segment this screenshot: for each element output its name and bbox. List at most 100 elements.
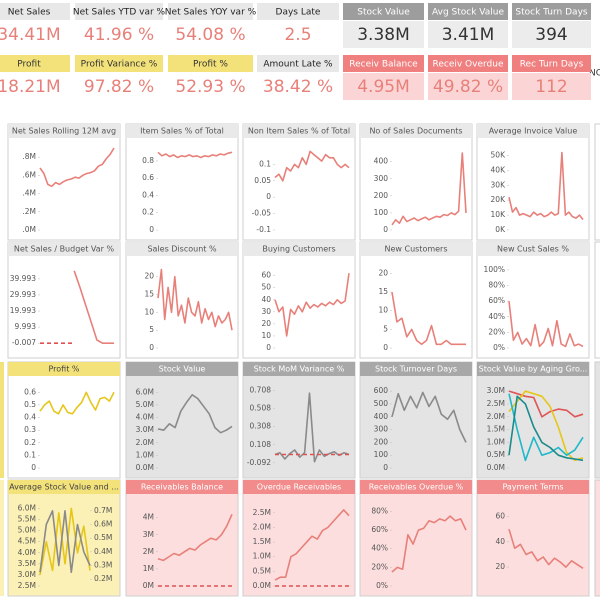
series-line [274, 392, 350, 463]
kpi-header [512, 3, 591, 20]
y-tick-label: 4.0M [136, 413, 154, 422]
series-line [274, 150, 350, 182]
chart-title: Stock Turnover Days [375, 365, 457, 374]
kpi-body [257, 21, 339, 48]
kpi-label: Stock Turn Days [515, 8, 587, 18]
y-tick-label: 2.5M [253, 508, 271, 517]
y-tick-label: 0.2 [24, 438, 36, 447]
y-tick-label: 20K [491, 195, 507, 204]
y-tick-label: 0 [383, 343, 388, 352]
kpi-value: 49.82 % [433, 77, 503, 97]
series-line [39, 507, 91, 576]
y-tick-label: 100 [374, 450, 389, 459]
y-tick-label: 600 [374, 386, 389, 395]
y-tick-label: 29.993 [10, 290, 36, 299]
y-tick-label: 50K [491, 150, 507, 159]
kpi-body [428, 73, 508, 100]
panel-header [8, 242, 120, 256]
kpi-label: Net Sales [8, 8, 51, 18]
series-line [157, 268, 233, 331]
y-tick-label: 0.6M [94, 520, 112, 529]
y-tick-label: 1.0M [487, 437, 505, 446]
kpi-header [0, 55, 70, 72]
kpi-body [512, 21, 591, 48]
series-line [508, 528, 584, 569]
chart-title: New Cust Sales % [497, 245, 569, 254]
y-tick-label: 80% [371, 506, 388, 515]
chart-title: Payment Terms [502, 483, 563, 492]
y-tick-label: 10 [261, 331, 271, 340]
y-tick-label: 30K [491, 180, 507, 189]
y-tick-label: 30 [261, 307, 271, 316]
y-tick-label: 1.0M [136, 450, 154, 459]
y-tick-label: 40% [371, 544, 388, 553]
kpi-body [343, 73, 424, 100]
panel-header [126, 242, 238, 256]
panel-header [126, 362, 238, 376]
kpi-label: Profit [17, 60, 41, 70]
panel [125, 241, 239, 359]
y-tick-label: 20% [371, 562, 388, 571]
y-tick-label: 0K [495, 225, 506, 234]
y-tick-label: 200 [374, 191, 389, 200]
y-tick-label: 20 [495, 562, 505, 571]
kpi-header [428, 3, 508, 20]
y-tick-label: 0.4M [94, 547, 112, 556]
y-tick-label: 5 [383, 324, 388, 333]
chart-title: Average Invoice Value [489, 127, 578, 136]
kpi-body [75, 73, 163, 100]
panel [476, 123, 590, 241]
chart-title: Receivables Balance [141, 483, 223, 492]
y-tick-label: .8M [22, 152, 36, 161]
kpi-label: Profit % [193, 60, 228, 70]
y-tick-label: -0.05 [252, 209, 272, 218]
panel-header [360, 362, 472, 376]
y-tick-label: 40% [488, 312, 505, 321]
y-tick-label: 20 [261, 319, 271, 328]
panel-header [8, 480, 120, 494]
y-tick-label: 20 [144, 272, 154, 281]
panel-header [8, 362, 120, 376]
y-tick-label: 10 [378, 306, 388, 315]
y-tick-label: 2.0M [253, 522, 271, 531]
y-tick-label: 60 [495, 512, 505, 521]
y-tick-label: 1M [143, 564, 154, 573]
panel [7, 361, 121, 479]
series-line [157, 513, 233, 562]
kpi-label: Net Sales YTD var % [73, 8, 166, 18]
y-tick-label: 40 [261, 295, 271, 304]
chart-title: Average Stock Value and ... [9, 483, 119, 492]
y-tick-label: 19.993 [10, 306, 36, 315]
y-tick-label: 0M [143, 581, 154, 590]
y-tick-label: 100 [374, 208, 389, 217]
kpi-header [168, 3, 253, 20]
y-tick-label: 39.993 [10, 274, 36, 283]
panel-header [8, 124, 120, 138]
y-tick-label: 9.993 [15, 322, 37, 331]
y-tick-label: 0.0M [253, 581, 271, 590]
kpi-value: 97.82 % [84, 77, 154, 97]
kpi-label: Receiv Balance [349, 60, 418, 70]
kpi-value: 54.08 % [175, 25, 245, 45]
panel-header [243, 480, 355, 494]
y-tick-label: 0.6 [142, 173, 154, 182]
y-tick-label: 0 [149, 343, 154, 352]
y-tick-label: 0.1 [259, 159, 271, 168]
y-tick-label: 0 [149, 225, 154, 234]
y-tick-label: 2.0M [487, 412, 505, 421]
y-tick-label: 60% [488, 296, 505, 305]
kpi-value: 18.21M [0, 77, 61, 97]
kpi-header [512, 55, 591, 72]
y-tick-label: 0.308 [250, 422, 272, 431]
panel-header [243, 242, 355, 256]
y-tick-label: 0.2M [94, 574, 112, 583]
kpi-value: 3.41M [442, 25, 495, 45]
kpi-body [257, 73, 339, 100]
y-tick-label: 5 [149, 325, 154, 334]
chart-title: Stock Value [159, 365, 206, 374]
panel [242, 479, 356, 597]
chart-title: Net Sales Rolling 12M avg [12, 127, 116, 136]
chart-title: Stock MoM Variance % [254, 365, 345, 374]
panel-header [477, 480, 589, 494]
